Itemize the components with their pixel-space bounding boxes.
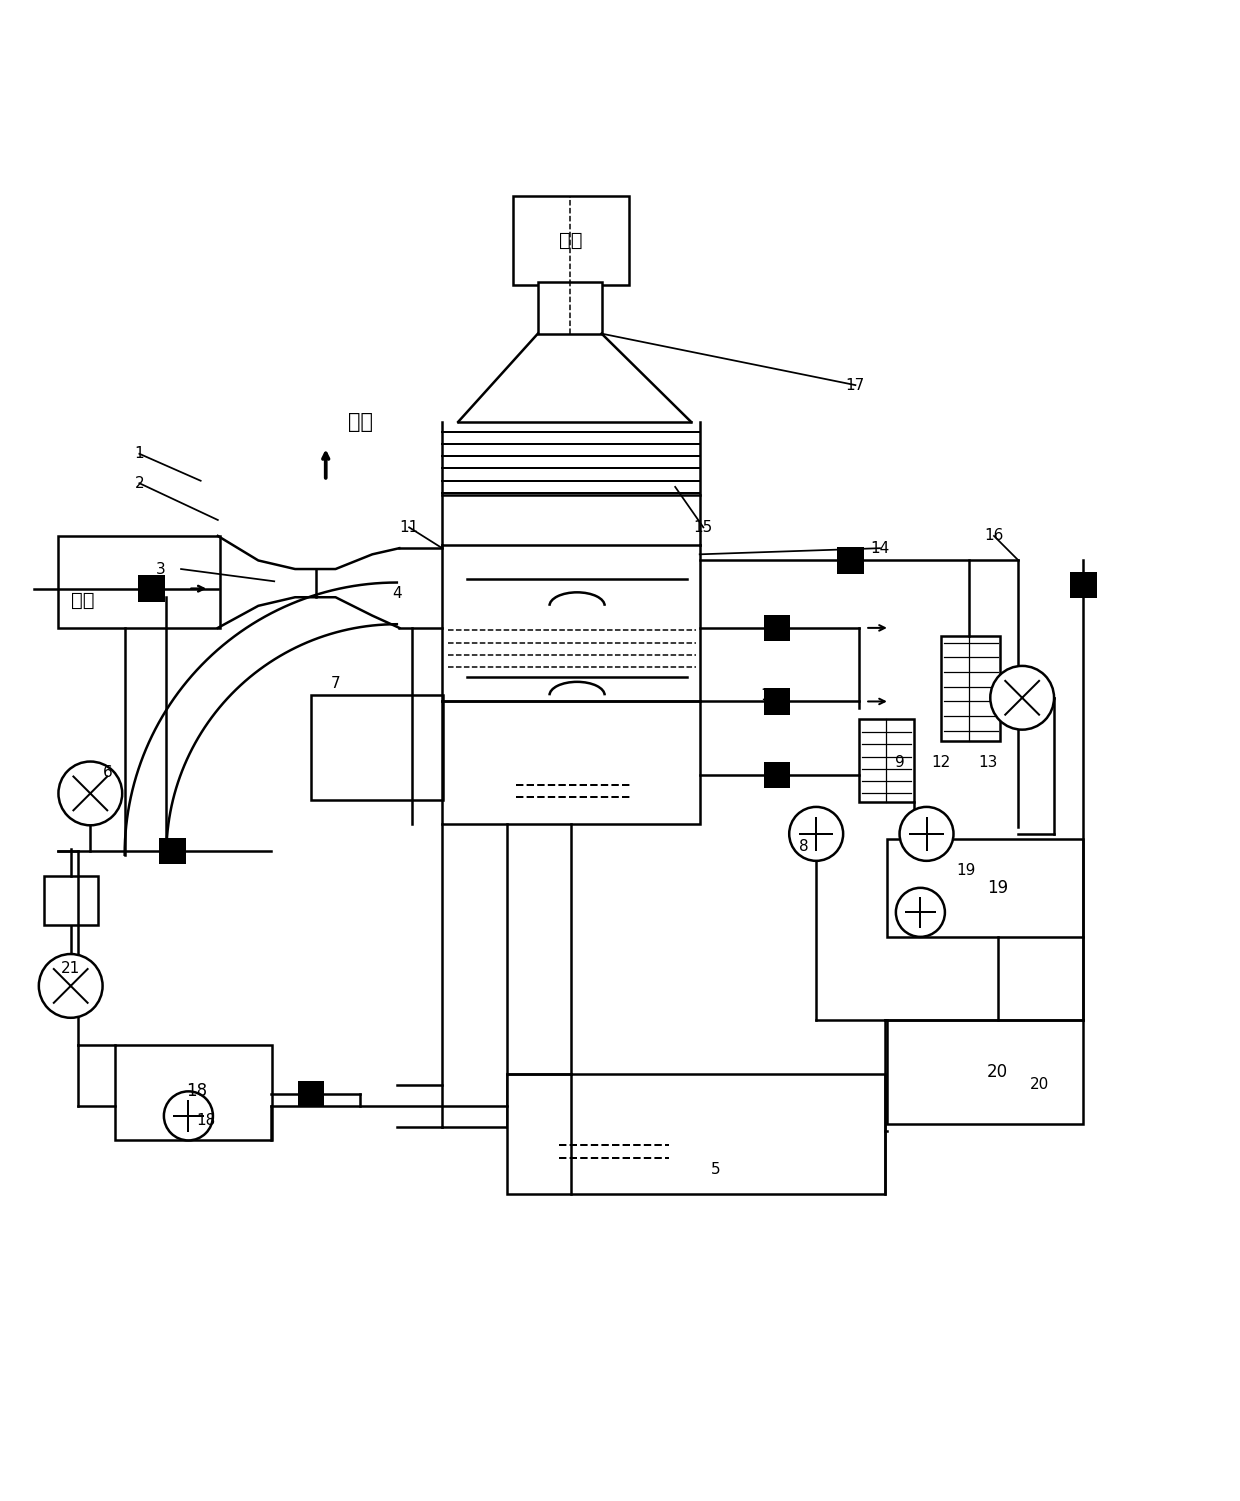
Text: 19: 19 xyxy=(987,878,1008,896)
Circle shape xyxy=(895,887,945,937)
Text: 13: 13 xyxy=(978,755,997,770)
Bar xyxy=(888,1021,1084,1124)
Bar xyxy=(160,839,185,863)
Circle shape xyxy=(899,808,954,862)
Bar xyxy=(1071,573,1096,597)
Bar xyxy=(859,719,914,802)
Text: 1: 1 xyxy=(135,446,144,461)
Text: 14: 14 xyxy=(870,540,889,555)
Circle shape xyxy=(789,808,843,862)
Text: 4: 4 xyxy=(392,585,402,600)
Circle shape xyxy=(164,1091,213,1141)
Circle shape xyxy=(58,761,123,826)
Text: 7: 7 xyxy=(331,675,340,690)
Bar xyxy=(299,1082,324,1106)
Text: 9: 9 xyxy=(895,755,904,770)
Text: 18: 18 xyxy=(196,1114,216,1129)
Bar xyxy=(507,1075,885,1195)
Text: 15: 15 xyxy=(693,519,713,534)
Bar xyxy=(513,197,629,285)
Text: 5: 5 xyxy=(711,1162,720,1177)
Bar xyxy=(311,695,444,800)
Text: 20: 20 xyxy=(987,1063,1008,1081)
Bar xyxy=(888,839,1084,937)
Text: 11: 11 xyxy=(399,519,419,534)
Bar xyxy=(58,536,221,627)
Bar xyxy=(443,701,699,824)
Bar xyxy=(538,282,601,333)
Text: 烟囱: 烟囱 xyxy=(559,231,583,251)
Circle shape xyxy=(38,955,103,1018)
Bar xyxy=(115,1045,272,1141)
Text: 19: 19 xyxy=(956,863,976,878)
Bar xyxy=(765,689,789,713)
Text: 20: 20 xyxy=(1029,1076,1049,1091)
Bar xyxy=(765,615,789,639)
Bar xyxy=(139,576,164,600)
Circle shape xyxy=(991,666,1054,729)
Bar xyxy=(43,875,98,925)
Text: 21: 21 xyxy=(61,961,81,976)
Text: 6: 6 xyxy=(103,766,113,781)
Text: 2: 2 xyxy=(135,476,144,491)
Text: 氨水: 氨水 xyxy=(71,591,94,611)
Text: 17: 17 xyxy=(846,378,866,393)
Text: 10: 10 xyxy=(760,687,779,702)
Text: 3: 3 xyxy=(155,561,165,576)
Text: 12: 12 xyxy=(931,755,951,770)
Text: 18: 18 xyxy=(186,1082,207,1100)
Bar xyxy=(838,548,863,573)
Text: 烟气: 烟气 xyxy=(347,411,372,432)
Bar xyxy=(941,636,1001,740)
Text: 16: 16 xyxy=(985,528,1003,543)
Text: 8: 8 xyxy=(799,839,808,854)
Bar xyxy=(765,763,789,788)
